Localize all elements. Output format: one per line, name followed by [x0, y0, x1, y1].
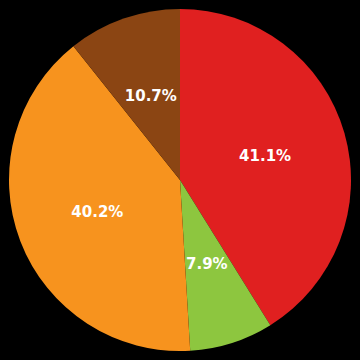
svg-text:10.7%: 10.7%	[125, 87, 177, 105]
svg-text:40.2%: 40.2%	[71, 203, 123, 221]
svg-text:7.9%: 7.9%	[186, 255, 228, 273]
svg-text:41.1%: 41.1%	[239, 147, 291, 165]
